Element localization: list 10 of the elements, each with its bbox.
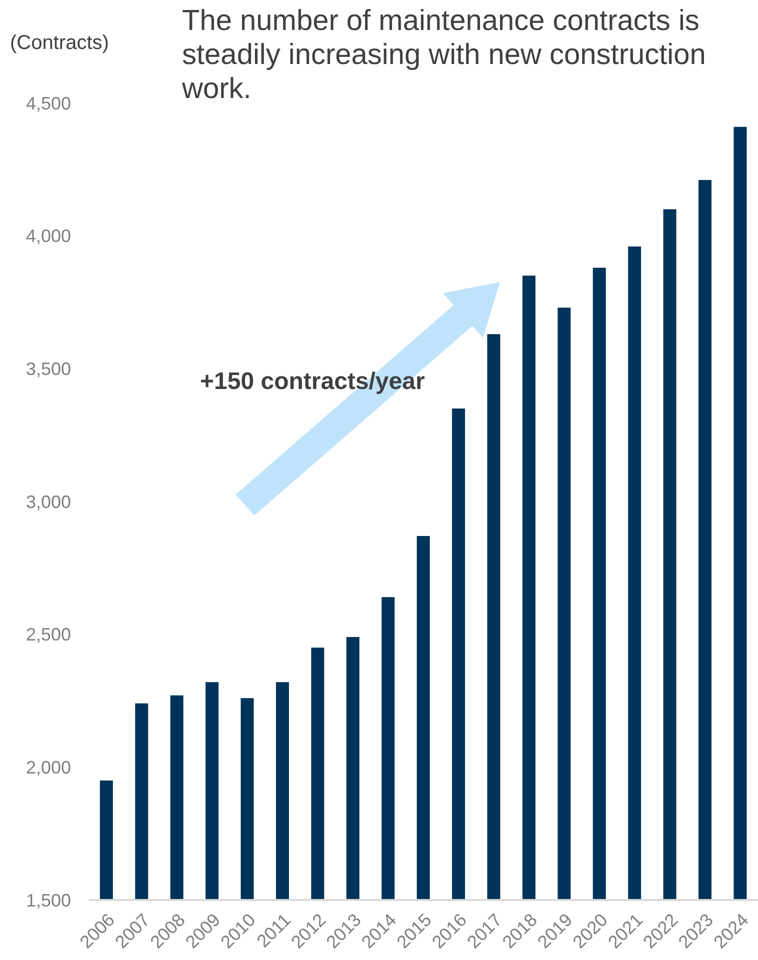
y-tick-label: 2,500: [26, 624, 71, 645]
annotation: +150 contracts/year: [200, 368, 425, 396]
y-axis-title: (Contracts): [10, 32, 109, 55]
y-tick-label: 4,500: [26, 93, 71, 114]
chart-title: The number of maintenance contracts is steadily increasing with new construction work.: [182, 4, 707, 106]
y-tick-label: 4,000: [26, 226, 71, 246]
y-tick-label: 3,000: [26, 492, 71, 512]
y-tick-label: 3,500: [26, 359, 71, 380]
y-tick-label: 1,500: [26, 890, 71, 910]
y-tick-label: 2,000: [26, 758, 71, 778]
